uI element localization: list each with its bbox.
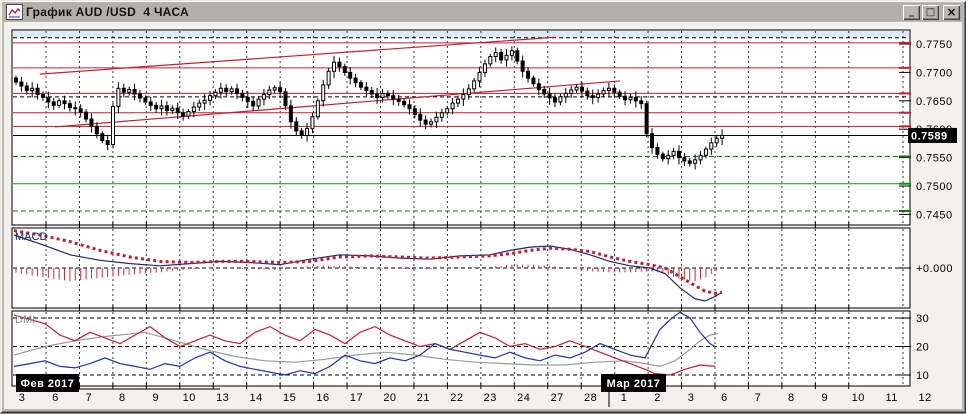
candlestick-series bbox=[14, 46, 725, 170]
panel-backgrounds bbox=[12, 30, 910, 386]
title-bar[interactable]: График AUD /USD 4 ЧАСА _ □ × bbox=[4, 3, 962, 21]
svg-text:10: 10 bbox=[183, 392, 196, 404]
svg-text:24: 24 bbox=[517, 392, 530, 404]
svg-text:2: 2 bbox=[654, 392, 661, 404]
svg-text:3: 3 bbox=[688, 392, 695, 404]
svg-text:11: 11 bbox=[885, 392, 897, 404]
svg-text:7: 7 bbox=[86, 392, 93, 404]
svg-text:23: 23 bbox=[484, 392, 497, 404]
svg-text:7: 7 bbox=[755, 392, 762, 404]
svg-text:9: 9 bbox=[152, 392, 159, 404]
svg-text:0.7550: 0.7550 bbox=[916, 153, 953, 165]
svg-text:DMI: DMI bbox=[15, 314, 35, 326]
svg-text:Фев 2017: Фев 2017 bbox=[21, 378, 75, 390]
minimize-button[interactable]: _ bbox=[903, 4, 920, 20]
svg-text:8: 8 bbox=[119, 392, 126, 404]
window-title: График AUD /USD 4 ЧАСА bbox=[26, 5, 189, 19]
svg-text:12: 12 bbox=[919, 392, 932, 404]
svg-text:22: 22 bbox=[450, 392, 463, 404]
close-button[interactable]: × bbox=[943, 4, 960, 20]
svg-text:0.7700: 0.7700 bbox=[916, 67, 953, 79]
svg-text:6: 6 bbox=[721, 392, 728, 404]
price-axis: 0.77500.77000.76500.76000.75500.75000.74… bbox=[899, 39, 957, 382]
svg-text:Мар 2017: Мар 2017 bbox=[607, 378, 661, 390]
svg-text:0.7750: 0.7750 bbox=[916, 39, 953, 51]
svg-text:0.7500: 0.7500 bbox=[916, 181, 953, 193]
svg-text:3: 3 bbox=[19, 392, 26, 404]
macd-panel: MACD bbox=[13, 229, 909, 302]
svg-text:20: 20 bbox=[916, 342, 929, 354]
svg-text:28: 28 bbox=[584, 392, 597, 404]
svg-text:0.7450: 0.7450 bbox=[916, 209, 953, 221]
svg-text:8: 8 bbox=[788, 392, 795, 404]
svg-text:0.7589: 0.7589 bbox=[911, 130, 948, 142]
svg-text:9: 9 bbox=[821, 392, 828, 404]
svg-text:21: 21 bbox=[417, 392, 430, 404]
svg-text:MACD: MACD bbox=[15, 231, 47, 243]
maximize-button[interactable]: □ bbox=[922, 4, 939, 20]
chart-area[interactable]: MACDDMI0.77500.77000.76500.76000.75500.7… bbox=[4, 22, 962, 409]
price-levels bbox=[13, 37, 909, 212]
svg-text:27: 27 bbox=[551, 392, 564, 404]
svg-text:13: 13 bbox=[216, 392, 229, 404]
svg-text:16: 16 bbox=[316, 392, 329, 404]
svg-text:17: 17 bbox=[350, 392, 363, 404]
svg-text:20: 20 bbox=[383, 392, 396, 404]
svg-text:10: 10 bbox=[852, 392, 865, 404]
svg-text:+0.000: +0.000 bbox=[916, 263, 953, 275]
svg-text:14: 14 bbox=[250, 392, 263, 404]
svg-text:30: 30 bbox=[916, 313, 929, 325]
dmi-panel: DMI bbox=[13, 311, 909, 376]
trendlines bbox=[39, 36, 621, 128]
svg-text:0.7650: 0.7650 bbox=[916, 96, 953, 108]
svg-text:10: 10 bbox=[916, 370, 929, 382]
svg-text:6: 6 bbox=[52, 392, 59, 404]
x-axis: 3 6 7 8 9 10 13 14 15 16 17 20 21 22 23 24 27 28 1 2 3 6 7 8 9 10… bbox=[16, 374, 932, 407]
svg-text:15: 15 bbox=[283, 392, 296, 404]
svg-text:1: 1 bbox=[621, 392, 628, 404]
chart-canvas[interactable]: MACDDMI0.77500.77000.76500.76000.75500.7… bbox=[4, 22, 962, 409]
chart-window-icon[interactable] bbox=[6, 4, 23, 20]
